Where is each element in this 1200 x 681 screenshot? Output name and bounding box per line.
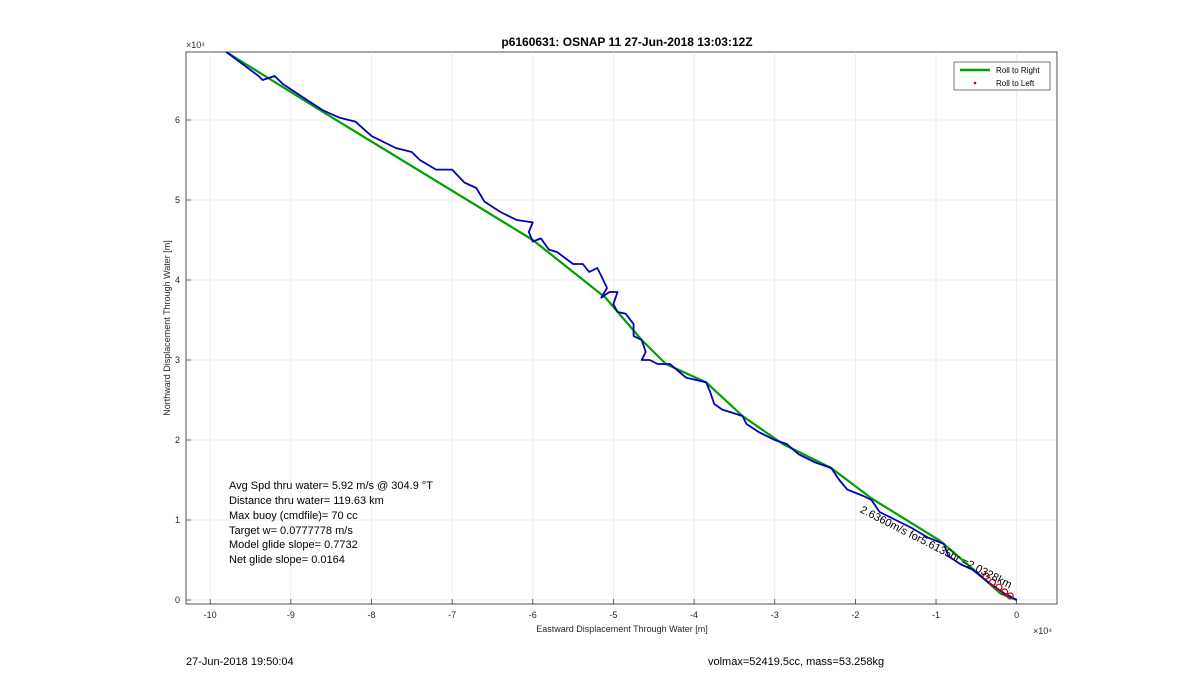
y-tick-label-6: 6: [175, 115, 180, 125]
footer-volmax-mass: volmax=52419.5cc, mass=53.258kg: [708, 656, 885, 668]
x-axis-exponent: ×10⁴: [1033, 626, 1052, 636]
legend-label-roll-right: Roll to Right: [996, 66, 1040, 75]
x-tick-label-0: -10: [204, 610, 217, 620]
series-2-line: [225, 51, 1018, 601]
x-axis-label: Eastward Displacement Through Water [m]: [536, 624, 708, 634]
annotation-model-glide: Model glide slope= 0.7732: [229, 539, 358, 551]
annotation-max-buoy: Max buoy (cmdfile)= 70 cc: [229, 510, 358, 522]
y-tick-label-3: 3: [175, 355, 180, 365]
y-tick-label-0: 0: [175, 595, 180, 605]
x-tick-label-4: -6: [529, 610, 537, 620]
series-layer: [225, 51, 1018, 602]
x-tick-label-6: -4: [690, 610, 698, 620]
annotation-target-w: Target w= 0.0777778 m/s: [229, 525, 353, 537]
legend-label-roll-left: Roll to Left: [996, 79, 1035, 88]
x-tick-label-7: -3: [771, 610, 779, 620]
y-axis-label: Northward Displacement Through Water [m]: [162, 240, 172, 416]
x-tick-label-3: -7: [448, 610, 456, 620]
x-axis-ticks: -10 -9 -8 -7 -6 -5 -4 -3 -2 -1 0: [204, 599, 1019, 620]
x-tick-label-5: -5: [609, 610, 617, 620]
annotation-distance: Distance thru water= 119.63 km: [229, 495, 384, 507]
chart-title: p6160631: OSNAP 11 27-Jun-2018 13:03:12Z: [501, 35, 752, 49]
x-tick-label-1: -9: [287, 610, 295, 620]
series-1-point-2: [995, 583, 1003, 591]
footer-timestamp: 27-Jun-2018 19:50:04: [186, 656, 294, 668]
legend: Roll to Right Roll to Left: [953, 61, 1051, 91]
annotation-net-glide: Net glide slope= 0.0164: [229, 554, 345, 566]
legend-box: [953, 61, 1051, 91]
x-tick-label-10: 0: [1014, 610, 1019, 620]
stats-annotations: Avg Spd thru water= 5.92 m/s @ 304.9 °T …: [229, 480, 433, 566]
y-tick-label-2: 2: [175, 435, 180, 445]
annotation-avg-speed: Avg Spd thru water= 5.92 m/s @ 304.9 °T: [229, 480, 433, 492]
series-1-point-0: [982, 572, 990, 580]
series-1-point-1: [988, 578, 997, 587]
y-axis-ticks: 0 1 2 3 4 5 6: [175, 115, 191, 605]
x-tick-label-8: -2: [851, 610, 859, 620]
axes-box: [185, 51, 1058, 605]
x-tick-label-9: -1: [932, 610, 940, 620]
grid: [186, 52, 1057, 604]
legend-swatch-roll-left: [973, 81, 977, 85]
y-tick-label-5: 5: [175, 195, 180, 205]
y-tick-label-4: 4: [175, 275, 180, 285]
series-1-point-3: [1000, 588, 1009, 596]
y-axis-exponent: ×10⁴: [186, 40, 205, 50]
series-1-point-4: [1006, 592, 1014, 600]
y-tick-label-1: 1: [175, 515, 180, 525]
x-tick-label-2: -8: [367, 610, 375, 620]
